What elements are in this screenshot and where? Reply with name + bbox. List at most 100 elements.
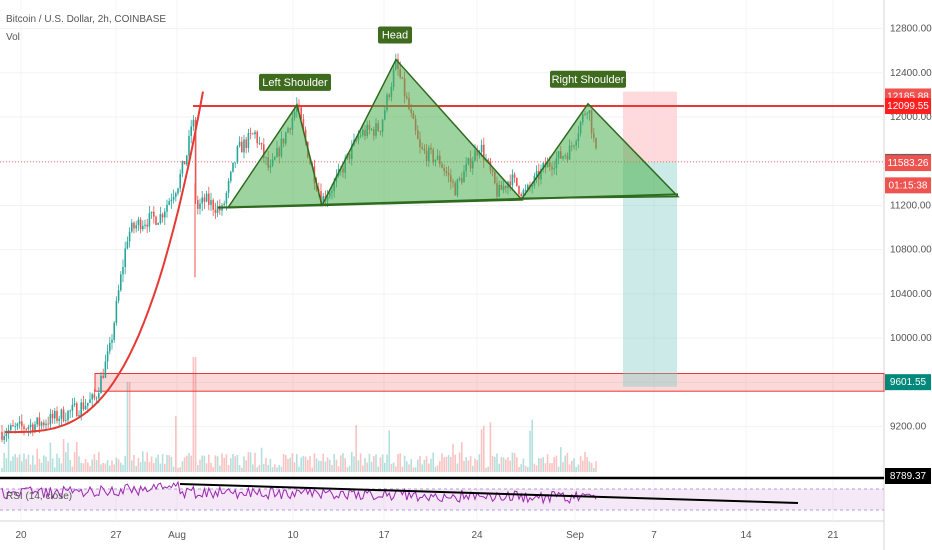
candle-body bbox=[164, 211, 166, 218]
volume-bar bbox=[12, 456, 14, 472]
neckline[interactable] bbox=[217, 193, 679, 209]
volume-bar bbox=[386, 454, 388, 472]
volume-bar bbox=[291, 453, 294, 472]
volume-bar bbox=[91, 459, 93, 472]
candle-body bbox=[148, 213, 151, 227]
volume-bar bbox=[131, 460, 133, 472]
candle-body bbox=[139, 219, 142, 230]
volume-bar bbox=[214, 455, 217, 472]
candle-body bbox=[527, 184, 529, 191]
volume-bar bbox=[192, 357, 195, 472]
volume-bar bbox=[441, 453, 443, 472]
rsi-trendline[interactable] bbox=[179, 483, 799, 504]
candle-body bbox=[106, 351, 109, 362]
volume-bar bbox=[584, 451, 586, 472]
candle-body bbox=[300, 107, 302, 120]
candle-body bbox=[188, 135, 190, 156]
volume-bar bbox=[137, 457, 140, 472]
x-tick-label: Aug bbox=[168, 530, 186, 541]
candle-body bbox=[150, 211, 153, 214]
candle-body bbox=[190, 126, 192, 136]
volume-bar bbox=[333, 454, 335, 472]
x-tick-label: Sep bbox=[566, 530, 584, 541]
candle-body bbox=[47, 423, 49, 425]
price-tags: 12185.8812099.5511593.8311583.2601:15:38… bbox=[885, 88, 931, 484]
volume-bar bbox=[395, 466, 397, 472]
candle-body bbox=[161, 214, 164, 218]
volume-bar bbox=[390, 463, 393, 472]
volume-bar bbox=[461, 442, 463, 472]
volume-bar bbox=[557, 466, 560, 472]
volume-bar bbox=[95, 460, 98, 472]
right-shoulder-label[interactable]: Right Shoulder bbox=[550, 70, 626, 88]
candle-body bbox=[177, 188, 179, 194]
left-shoulder-label[interactable]: Left Shoulder bbox=[259, 73, 331, 91]
candle-body bbox=[29, 424, 32, 428]
volume-bar bbox=[318, 460, 320, 472]
candle-body bbox=[10, 425, 12, 430]
candle-body bbox=[509, 181, 511, 186]
price-tag-text: 8789.37 bbox=[890, 471, 927, 482]
volume-bar bbox=[254, 452, 256, 472]
parabolic-curve[interactable] bbox=[5, 91, 204, 434]
volume-bar bbox=[353, 456, 355, 472]
candle-body bbox=[210, 200, 212, 205]
volume-bar bbox=[379, 457, 382, 472]
volume-bar bbox=[40, 462, 43, 472]
candle-body bbox=[249, 133, 252, 134]
candle-body bbox=[104, 361, 107, 378]
y-tick-label: 10400.00 bbox=[890, 289, 932, 300]
candle-body bbox=[34, 424, 36, 432]
volume-bar bbox=[172, 466, 175, 472]
candle-body bbox=[535, 171, 538, 176]
volume-bar bbox=[269, 458, 272, 472]
volume-bar bbox=[177, 467, 179, 472]
volume-bar bbox=[476, 460, 478, 472]
take-profit-zone[interactable] bbox=[623, 162, 677, 387]
price-tag-text: 11583.26 bbox=[888, 158, 929, 169]
volume-bar bbox=[401, 466, 404, 472]
candle-body bbox=[483, 144, 485, 161]
head-label[interactable]: Head bbox=[378, 26, 412, 44]
candle-body bbox=[56, 410, 58, 421]
price-tag-text: 01:15:38 bbox=[889, 180, 928, 191]
volume-bar bbox=[505, 459, 507, 472]
volume-bar bbox=[507, 457, 509, 472]
candle-body bbox=[131, 222, 133, 232]
price-tag: 12099.55 bbox=[885, 98, 931, 115]
candle-body bbox=[183, 161, 186, 165]
volume-bar bbox=[564, 455, 566, 472]
volume-bar bbox=[524, 465, 527, 472]
volume-bar bbox=[472, 465, 474, 472]
volume-bar bbox=[485, 467, 487, 472]
candle-body bbox=[93, 394, 96, 399]
volume-bar bbox=[128, 382, 131, 472]
volume-bar bbox=[54, 467, 56, 472]
candle-body bbox=[78, 415, 80, 417]
candle-body bbox=[241, 141, 243, 153]
volume-indicator-label: Vol bbox=[6, 32, 20, 43]
volume-bar bbox=[344, 458, 346, 472]
pattern-label-text: Right Shoulder bbox=[552, 74, 625, 86]
volume-bar bbox=[267, 464, 269, 472]
volume-bar bbox=[439, 461, 441, 472]
candle-body bbox=[43, 422, 45, 426]
volume-bar bbox=[434, 466, 437, 472]
volume-bar bbox=[82, 463, 85, 472]
candle-body bbox=[197, 200, 199, 209]
pattern-label-text: Left Shoulder bbox=[262, 77, 328, 89]
candle-body bbox=[137, 219, 140, 226]
support-zone[interactable] bbox=[94, 372, 885, 392]
pattern-drawings[interactable]: Left Shoulder Head Right Shoulder bbox=[5, 26, 884, 434]
volume-bar bbox=[384, 462, 386, 472]
volume-bar bbox=[544, 463, 547, 472]
price-axis[interactable] bbox=[884, 0, 932, 550]
volume-bar bbox=[436, 465, 439, 472]
volume-bar bbox=[280, 466, 283, 472]
volume-bar bbox=[298, 466, 300, 472]
y-tick-label: 12400.00 bbox=[890, 68, 932, 79]
volume-bar bbox=[265, 458, 267, 472]
candle-body bbox=[227, 180, 230, 193]
volume-bar bbox=[531, 419, 533, 472]
